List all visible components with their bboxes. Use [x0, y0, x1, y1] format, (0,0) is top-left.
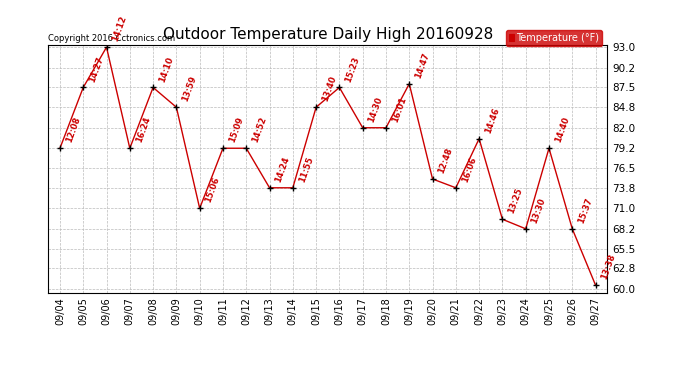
Text: 14:30: 14:30 — [367, 96, 384, 124]
Text: 14:27: 14:27 — [88, 55, 105, 83]
Text: 13:59: 13:59 — [181, 75, 198, 103]
Text: 14:40: 14:40 — [553, 116, 571, 144]
Text: 15:23: 15:23 — [344, 55, 361, 83]
Text: 16:24: 16:24 — [134, 116, 152, 144]
Text: 14:24: 14:24 — [274, 155, 291, 184]
Text: 16:06: 16:06 — [460, 155, 477, 184]
Text: 14:12: 14:12 — [110, 15, 128, 43]
Text: 13:30: 13:30 — [530, 196, 547, 225]
Text: 14:52: 14:52 — [250, 116, 268, 144]
Text: 14:46: 14:46 — [483, 106, 501, 135]
Text: 11:55: 11:55 — [297, 155, 315, 184]
Text: 12:48: 12:48 — [437, 147, 454, 175]
Text: 15:06: 15:06 — [204, 176, 221, 204]
Text: 13:25: 13:25 — [506, 187, 524, 215]
Text: 14:47: 14:47 — [413, 51, 431, 80]
Text: 13:38: 13:38 — [600, 253, 618, 281]
Text: 14:10: 14:10 — [157, 55, 175, 83]
Text: 13:40: 13:40 — [320, 75, 338, 103]
Text: Copyright 2016 Cctronics.com: Copyright 2016 Cctronics.com — [48, 33, 175, 42]
Text: 16:01: 16:01 — [390, 95, 408, 124]
Text: 12:08: 12:08 — [64, 116, 81, 144]
Legend: Temperature (°F): Temperature (°F) — [506, 30, 602, 46]
Text: 15:37: 15:37 — [576, 196, 594, 225]
Text: 15:09: 15:09 — [227, 116, 245, 144]
Title: Outdoor Temperature Daily High 20160928: Outdoor Temperature Daily High 20160928 — [163, 27, 493, 42]
